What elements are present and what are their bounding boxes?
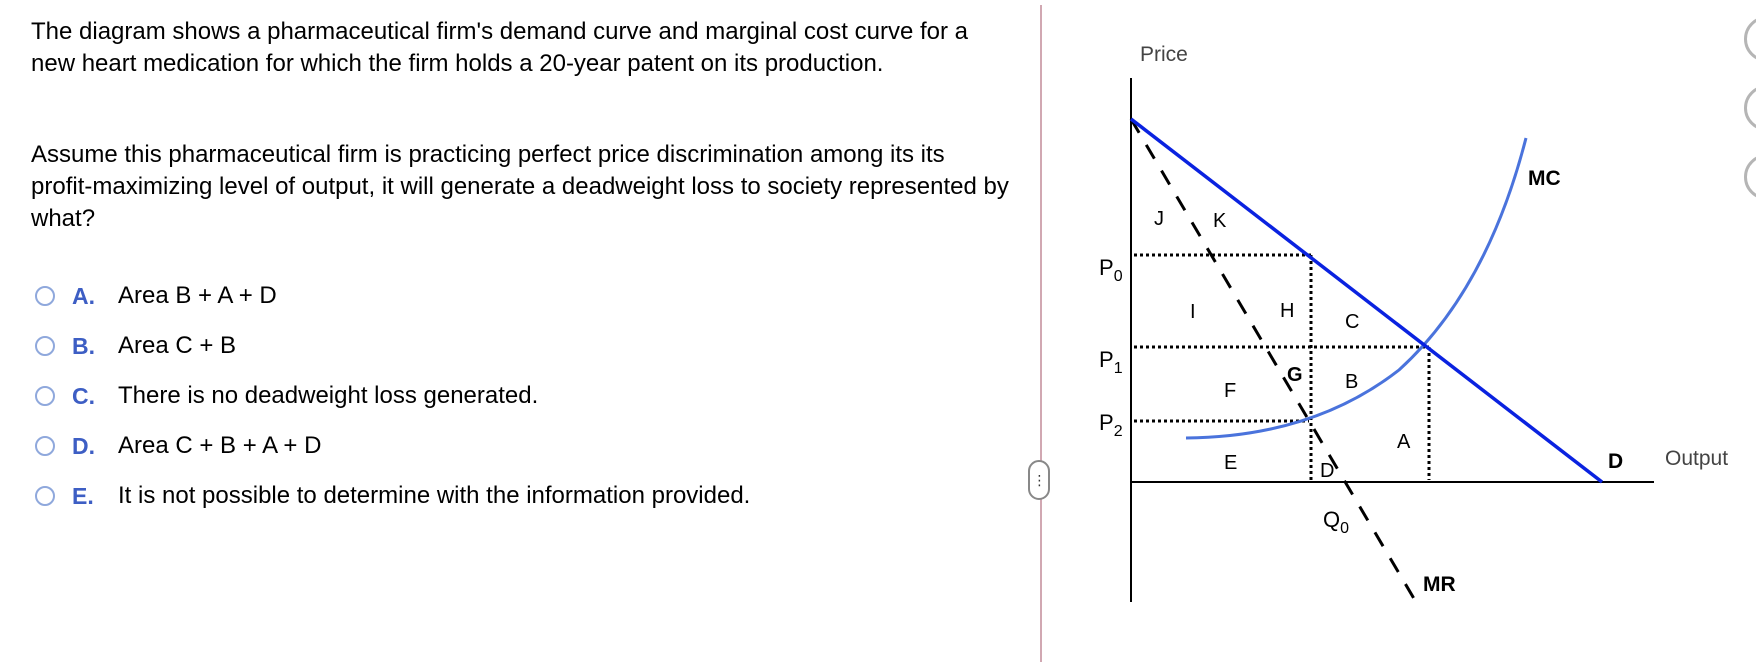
radio-button-b[interactable] xyxy=(35,336,55,356)
radio-button-c[interactable] xyxy=(35,386,55,406)
demand-curve xyxy=(1129,117,1604,484)
area-j-label: J xyxy=(1154,208,1164,230)
option-letter: E. xyxy=(72,482,94,509)
p2-label: P2 xyxy=(1099,410,1123,440)
x-axis-label: Output xyxy=(1665,447,1728,470)
radio-button-a[interactable] xyxy=(35,286,55,306)
q0-label: Q0 xyxy=(1323,507,1349,537)
mr-curve xyxy=(1129,118,1418,603)
option-text: Area C + B xyxy=(118,332,237,359)
question-panel: The diagram shows a pharmaceutical firm'… xyxy=(31,18,1009,521)
p0-label: P0 xyxy=(1099,255,1123,285)
radio-button-d[interactable] xyxy=(35,436,55,456)
option-text: It is not possible to determine with the… xyxy=(118,482,751,509)
panel-divider[interactable] xyxy=(1040,5,1042,662)
option-letter: C. xyxy=(72,382,95,409)
option-a[interactable]: A. Area B + A + D xyxy=(35,271,750,321)
radio-button-e[interactable] xyxy=(35,486,55,506)
area-b-label: B xyxy=(1345,371,1358,393)
resize-handle[interactable]: ⋮ xyxy=(1028,460,1050,500)
mc-label: MC xyxy=(1528,167,1561,190)
option-d[interactable]: D. Area C + B + A + D xyxy=(35,421,750,471)
option-text: Area C + B + A + D xyxy=(118,432,322,459)
p1-label: P1 xyxy=(1099,347,1123,377)
option-b[interactable]: B. Area C + B xyxy=(35,321,750,371)
option-letter: B. xyxy=(72,332,95,359)
drag-dots-icon: ⋮ xyxy=(1032,471,1047,488)
y-axis-label: Price xyxy=(1140,43,1188,66)
area-a-label: A xyxy=(1397,431,1411,453)
question-paragraph-1: The diagram shows a pharmaceutical firm'… xyxy=(31,18,968,77)
question-paragraph-2: Assume this pharmaceutical firm is pract… xyxy=(31,141,1009,232)
option-text: Area B + A + D xyxy=(118,282,277,309)
monopoly-diagram: Price Output MC MR D P0 P1 P2 Q0 J K I H… xyxy=(1099,43,1728,603)
area-c-label: C xyxy=(1345,311,1359,333)
option-text: There is no deadweight loss generated. xyxy=(118,382,539,409)
mr-label: MR xyxy=(1423,573,1456,596)
area-k-label: K xyxy=(1213,210,1227,232)
area-e-label: E xyxy=(1224,452,1237,474)
area-f-label: F xyxy=(1224,380,1236,402)
option-e[interactable]: E. It is not possible to determine with … xyxy=(35,471,750,521)
option-letter: A. xyxy=(72,282,95,309)
area-h-label: H xyxy=(1280,300,1294,322)
area-d-label: D xyxy=(1320,460,1334,482)
answer-options: A. Area B + A + D B. Area C + B C. There… xyxy=(35,271,750,521)
area-i-label: I xyxy=(1190,301,1196,323)
area-g-label: G xyxy=(1287,364,1303,386)
demand-label: D xyxy=(1608,450,1623,473)
option-letter: D. xyxy=(72,432,95,459)
mc-curve xyxy=(1185,137,1528,440)
option-c[interactable]: C. There is no deadweight loss generated… xyxy=(35,371,750,421)
